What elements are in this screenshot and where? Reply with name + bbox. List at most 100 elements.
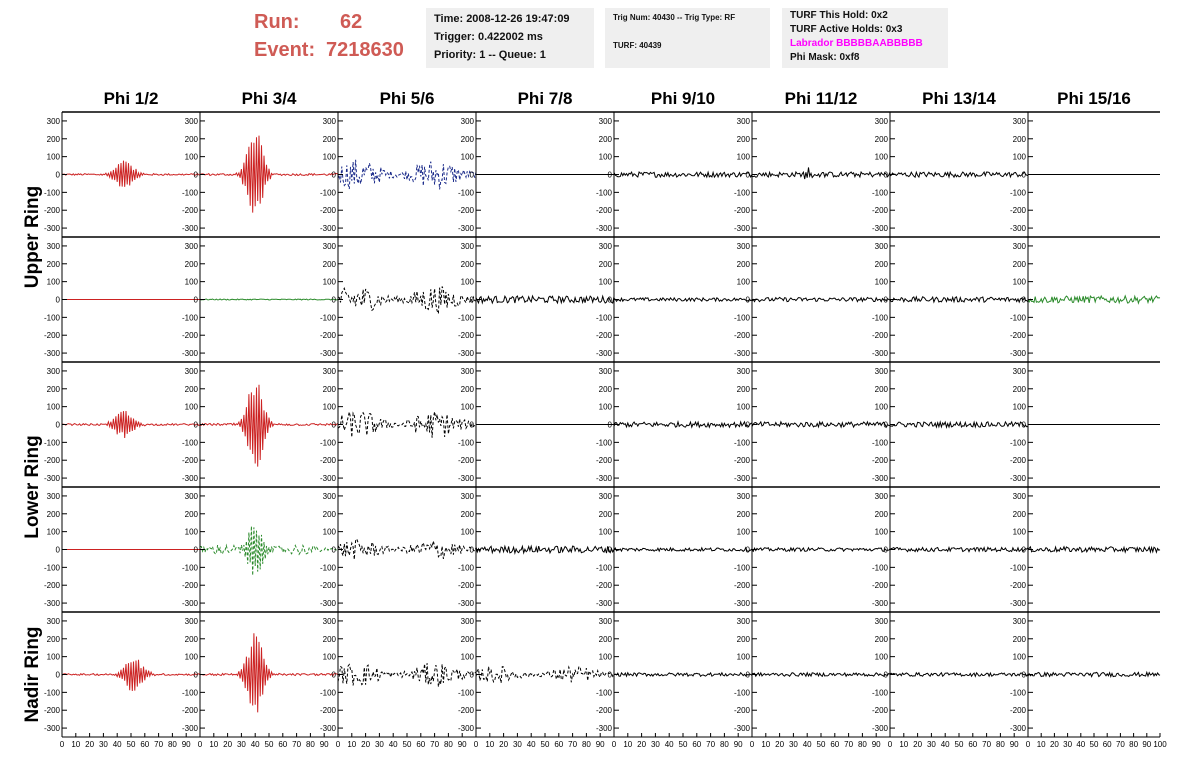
waveform-trace — [751, 420, 891, 429]
y-tick-label: -100 — [320, 188, 337, 197]
x-tick-label: 30 — [375, 740, 384, 749]
column-title: Phi 11/12 — [785, 89, 858, 108]
waveform-trace — [613, 420, 753, 429]
waveform-trace — [613, 170, 753, 179]
y-tick-label: -300 — [1010, 474, 1027, 483]
y-tick-label: -300 — [1010, 599, 1027, 608]
y-tick-label: -100 — [458, 563, 475, 572]
y-tick-label: 100 — [185, 403, 199, 412]
waveform-trace — [1027, 670, 1161, 678]
column-title: Phi 7/8 — [518, 89, 573, 108]
row-title: Nadir Ring — [22, 626, 43, 722]
x-tick-label: 60 — [1103, 740, 1112, 749]
y-tick-label: -100 — [320, 563, 337, 572]
x-tick-label: 30 — [513, 740, 522, 749]
y-tick-label: 200 — [47, 510, 61, 519]
column-title: Phi 9/10 — [651, 89, 715, 108]
y-tick-label: 300 — [185, 492, 199, 501]
y-tick-label: 100 — [461, 153, 475, 162]
waveform-trace — [1027, 545, 1161, 554]
y-tick-label: 300 — [185, 242, 199, 251]
y-tick-label: -200 — [596, 706, 613, 715]
y-tick-label: -100 — [734, 438, 751, 447]
x-tick-label: 70 — [568, 740, 577, 749]
y-tick-label: -300 — [320, 724, 337, 733]
waveform-trace — [337, 411, 477, 438]
y-tick-label: 0 — [884, 421, 889, 430]
y-tick-label: 0 — [608, 671, 613, 680]
y-tick-label: 0 — [470, 671, 475, 680]
x-tick-label: 50 — [541, 740, 550, 749]
y-tick-label: 300 — [461, 117, 475, 126]
y-tick-label: -200 — [44, 581, 61, 590]
y-tick-label: 200 — [461, 510, 475, 519]
x-tick-label: 20 — [775, 740, 784, 749]
y-tick-label: 200 — [47, 135, 61, 144]
y-tick-label: 100 — [323, 653, 337, 662]
y-tick-label: 200 — [1013, 635, 1027, 644]
x-tick-label: 50 — [265, 740, 274, 749]
y-tick-label: 200 — [599, 635, 613, 644]
x-tick-label: 70 — [292, 740, 301, 749]
y-tick-label: -100 — [182, 688, 199, 697]
y-tick-label: -200 — [734, 206, 751, 215]
y-tick-label: 300 — [875, 242, 889, 251]
x-tick-label: 60 — [830, 740, 839, 749]
x-tick-label: 30 — [99, 740, 108, 749]
event-value: 7218630 — [326, 39, 404, 61]
y-tick-label: 200 — [185, 260, 199, 269]
x-tick-label: 30 — [789, 740, 798, 749]
x-tick-label: 70 — [844, 740, 853, 749]
y-tick-label: -100 — [1010, 438, 1027, 447]
y-tick-label: -100 — [320, 438, 337, 447]
y-tick-label: 300 — [47, 492, 61, 501]
y-tick-label: 0 — [332, 296, 337, 305]
y-tick-label: -200 — [320, 456, 337, 465]
y-tick-label: 300 — [461, 617, 475, 626]
y-tick-label: 200 — [185, 510, 199, 519]
y-tick-label: -200 — [182, 706, 199, 715]
y-tick-label: 0 — [746, 421, 751, 430]
y-tick-label: 200 — [323, 635, 337, 644]
y-tick-label: 300 — [737, 117, 751, 126]
waveform-trace — [475, 665, 615, 684]
waveform-trace — [200, 526, 339, 576]
y-tick-label: 0 — [884, 171, 889, 180]
waveform-trace — [889, 545, 1029, 553]
y-tick-label: -100 — [1010, 563, 1027, 572]
y-tick-label: -300 — [44, 224, 61, 233]
y-tick-label: 100 — [599, 528, 613, 537]
y-tick-label: -300 — [1010, 724, 1027, 733]
x-tick-label: 40 — [113, 740, 122, 749]
y-tick-label: -300 — [320, 224, 337, 233]
y-tick-label: 0 — [746, 171, 751, 180]
y-tick-label: -300 — [734, 599, 751, 608]
y-tick-label: -100 — [182, 563, 199, 572]
y-tick-label: -200 — [734, 331, 751, 340]
y-tick-label: 200 — [599, 260, 613, 269]
y-tick-label: 100 — [323, 278, 337, 287]
y-tick-label: 0 — [470, 421, 475, 430]
waveform-trace — [613, 671, 753, 678]
y-tick-label: 0 — [1022, 671, 1027, 680]
y-tick-label: 100 — [599, 153, 613, 162]
y-tick-label: 200 — [185, 385, 199, 394]
y-tick-label: -300 — [458, 724, 475, 733]
x-tick-label: 90 — [596, 740, 605, 749]
y-tick-label: -200 — [182, 581, 199, 590]
y-tick-label: -300 — [872, 599, 889, 608]
waveform-trace — [613, 546, 753, 553]
waveform-trace — [751, 296, 891, 303]
waveform-trace — [337, 537, 477, 560]
y-tick-label: 300 — [185, 367, 199, 376]
y-tick-label: -100 — [596, 563, 613, 572]
y-tick-label: -300 — [596, 224, 613, 233]
x-tick-label: 50 — [955, 740, 964, 749]
y-tick-label: -100 — [320, 313, 337, 322]
y-tick-label: 0 — [1022, 296, 1027, 305]
waveform-trace — [199, 384, 339, 467]
x-tick-label: 90 — [1142, 740, 1151, 749]
y-tick-label: -300 — [458, 599, 475, 608]
y-tick-label: -100 — [734, 563, 751, 572]
waveform-trace — [337, 286, 477, 314]
